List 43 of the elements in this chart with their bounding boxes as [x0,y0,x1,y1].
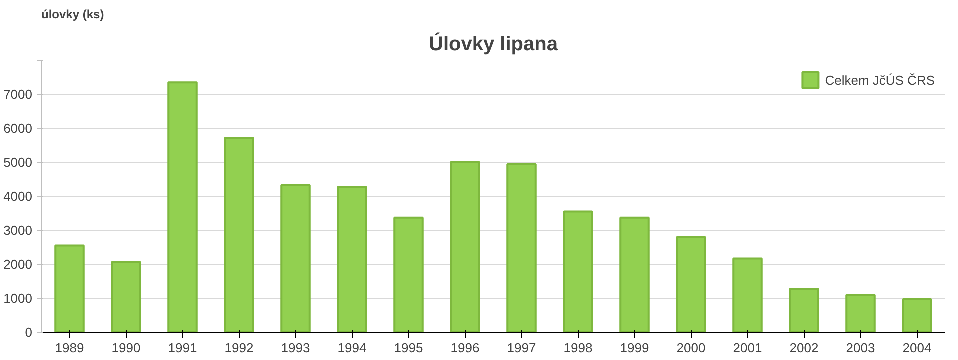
bar [563,210,594,332]
x-tick-label: 1990 [112,340,141,356]
bar [280,184,311,332]
y-tick-label: 0 [25,325,33,340]
x-tick-label: 2002 [790,340,819,356]
x-tick-label: 2000 [676,340,706,356]
x-tick-label: 1998 [564,340,593,356]
x-tick-label: 1991 [168,340,198,356]
x-tick-label: 1999 [620,340,650,356]
chart-title: Úlovky lipana [429,32,559,56]
y-axis-title: úlovky (ks) [42,8,104,22]
y-tick-label: 6000 [4,121,32,136]
x-tick-label: 1997 [507,340,536,356]
bar [902,298,932,332]
bar [337,186,368,332]
y-tick-label: 7000 [4,87,32,102]
y-tick-label: 5000 [4,155,32,170]
x-tick-label: 1996 [450,340,480,356]
legend-label: Celkem JčÚS ČRS [825,72,935,88]
bar [111,261,142,332]
bar [54,244,85,332]
y-tick-label: 1000 [4,291,32,306]
bar [168,82,198,332]
x-tick-label: 2001 [733,340,762,356]
x-tick-label: 2004 [902,340,932,356]
y-tick-label: 2000 [4,257,32,272]
bar [394,216,424,332]
y-tick-label: 3000 [4,223,32,238]
x-tick-label: 1992 [224,340,254,356]
x-tick-label: 1995 [394,340,424,356]
x-tick-label: 2003 [846,340,876,356]
x-tick-label: 1989 [55,340,84,356]
y-tick-label: 4000 [4,189,32,204]
x-tick-label: 1993 [281,340,310,356]
bar [450,161,480,332]
bar [506,164,537,332]
bar [846,294,876,332]
x-tick-label: 1994 [338,340,367,356]
bar [620,216,650,332]
bar [732,258,763,332]
bar [789,288,820,332]
bar [224,137,254,332]
bar [676,236,706,332]
